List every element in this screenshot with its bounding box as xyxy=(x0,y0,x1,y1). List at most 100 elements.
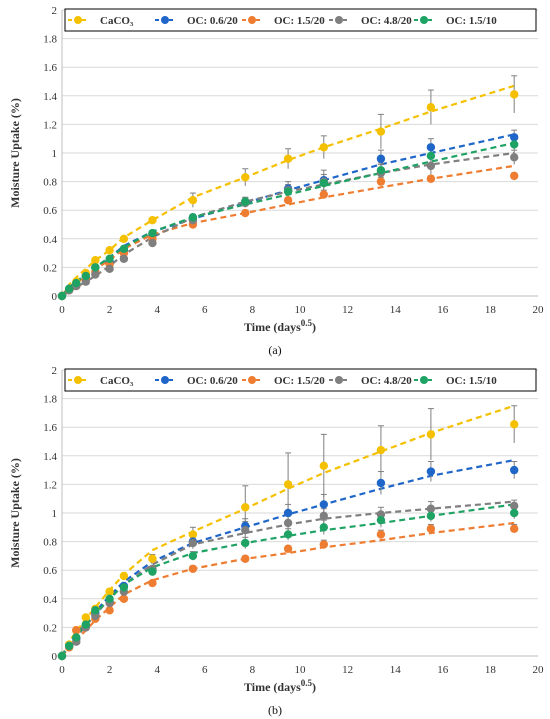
data-point-2 xyxy=(283,544,293,553)
y-tick-label: 1.6 xyxy=(43,62,57,74)
data-point-3 xyxy=(510,153,519,162)
x-axis-title: Time (days0.5) xyxy=(244,318,316,334)
data-point-4 xyxy=(64,284,74,294)
data-point-0 xyxy=(241,173,250,182)
data-point-2 xyxy=(319,190,328,199)
y-tick-label: 0.8 xyxy=(43,177,57,189)
y-tick-label: 2 xyxy=(52,365,58,377)
legend-label: OC: 4.8/20 xyxy=(361,15,412,27)
y-tick-label: 0 xyxy=(52,291,58,303)
legend-label: OC: 1.5/20 xyxy=(274,375,325,387)
data-point-0 xyxy=(241,503,250,512)
legend-marker xyxy=(420,376,428,384)
data-point-1 xyxy=(376,478,386,488)
data-point-2 xyxy=(283,195,293,205)
legend-label: CaCO₃ xyxy=(100,375,134,387)
legend-marker xyxy=(248,16,256,24)
legend-label: OC: 4.8/20 xyxy=(361,375,412,387)
data-point-4 xyxy=(376,515,386,525)
data-point-3 xyxy=(510,501,519,511)
legend-box xyxy=(64,368,537,392)
data-point-4 xyxy=(188,213,198,222)
x-tick-label: 6 xyxy=(202,304,208,316)
data-point-2 xyxy=(426,174,436,183)
data-point-0 xyxy=(426,430,436,439)
x-tick-label: 20 xyxy=(533,304,545,316)
x-tick-label: 0 xyxy=(59,304,65,316)
legend-marker xyxy=(161,16,169,24)
legend-label: OC: 1.5/10 xyxy=(446,375,497,387)
figure-caption: (a) xyxy=(268,343,281,357)
data-point-4 xyxy=(64,641,74,651)
data-point-2 xyxy=(319,540,328,549)
data-point-3 xyxy=(426,504,436,513)
data-point-0 xyxy=(283,154,293,163)
y-axis-title: Moisture Uptake (%) xyxy=(8,98,22,208)
x-tick-label: 8 xyxy=(250,304,256,316)
data-point-2 xyxy=(188,564,198,573)
y-tick-label: 0.2 xyxy=(43,262,57,274)
data-point-1 xyxy=(319,500,328,509)
data-point-4 xyxy=(72,278,81,288)
moisture-chart-b: 00.20.40.60.811.21.41.61.820 2 4 6 8 10 12 14 16… xyxy=(8,365,544,717)
data-point-4 xyxy=(105,594,114,603)
data-point-4 xyxy=(119,583,129,592)
data-point-4 xyxy=(105,254,114,264)
data-point-0 xyxy=(426,103,436,112)
legend-marker xyxy=(335,376,343,384)
data-point-0 xyxy=(105,246,114,255)
data-point-3 xyxy=(188,538,198,548)
x-axis-title-close: ) xyxy=(312,680,316,694)
data-point-2 xyxy=(426,524,436,533)
data-point-4 xyxy=(510,508,519,518)
data-point-4 xyxy=(188,551,198,561)
data-point-2 xyxy=(510,171,519,181)
x-tick-label: 4 xyxy=(154,304,160,316)
y-tick-label: 1.6 xyxy=(43,422,57,434)
figure-caption: (b) xyxy=(268,703,282,717)
legend-label: OC: 0.6/20 xyxy=(187,375,238,387)
x-axis-title: Time (days0.5) xyxy=(244,678,316,694)
data-point-4 xyxy=(57,651,67,661)
data-point-4 xyxy=(148,567,157,576)
data-point-0 xyxy=(376,445,386,455)
data-point-2 xyxy=(72,626,81,635)
data-point-4 xyxy=(319,178,328,188)
data-point-4 xyxy=(119,244,129,254)
data-point-0 xyxy=(81,613,91,622)
data-point-4 xyxy=(91,263,100,272)
data-point-0 xyxy=(319,143,328,152)
legend-marker xyxy=(420,16,428,24)
data-point-4 xyxy=(510,140,519,149)
x-tick-label: 14 xyxy=(390,304,402,316)
data-point-4 xyxy=(81,271,91,281)
data-point-4 xyxy=(376,165,386,175)
legend-marker xyxy=(74,16,82,24)
data-point-4 xyxy=(241,538,250,548)
data-point-0 xyxy=(510,420,519,429)
data-point-1 xyxy=(376,154,386,163)
legend-marker xyxy=(335,16,343,24)
x-tick-label: 14 xyxy=(390,664,402,676)
data-point-3 xyxy=(283,518,293,528)
data-point-0 xyxy=(105,587,114,596)
fit-line-3 xyxy=(61,151,515,297)
y-tick-label: 0 xyxy=(52,651,58,663)
x-tick-label: 2 xyxy=(107,304,113,316)
y-tick-label: 1.4 xyxy=(43,451,57,463)
data-point-2 xyxy=(119,594,129,603)
data-point-2 xyxy=(510,524,519,533)
data-point-1 xyxy=(510,133,519,142)
x-tick-label: 12 xyxy=(342,304,353,316)
data-point-4 xyxy=(57,291,67,301)
x-tick-label: 0 xyxy=(59,664,65,676)
moisture-chart-a: 00.20.40.60.811.21.41.61.820 2 4 6 8 10 12 14 16… xyxy=(8,5,545,357)
x-tick-label: 12 xyxy=(342,664,353,676)
y-tick-label: 0.4 xyxy=(43,234,57,246)
y-tick-label: 2 xyxy=(52,5,58,17)
data-point-4 xyxy=(72,633,81,642)
y-tick-label: 0.6 xyxy=(43,565,57,577)
y-axis-title: Moisture Uptake (%) xyxy=(8,458,22,568)
legend-marker xyxy=(248,376,256,384)
data-point-4 xyxy=(283,187,293,196)
